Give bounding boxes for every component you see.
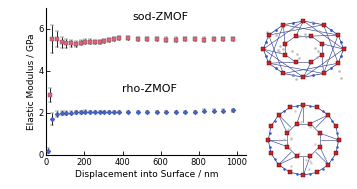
- Text: rho-ZMOF: rho-ZMOF: [122, 84, 177, 94]
- Y-axis label: Elastic Modulus / GPa: Elastic Modulus / GPa: [26, 33, 35, 129]
- Text: sod-ZMOF: sod-ZMOF: [133, 12, 188, 22]
- X-axis label: Displacement into Surface / nm: Displacement into Surface / nm: [75, 170, 218, 179]
